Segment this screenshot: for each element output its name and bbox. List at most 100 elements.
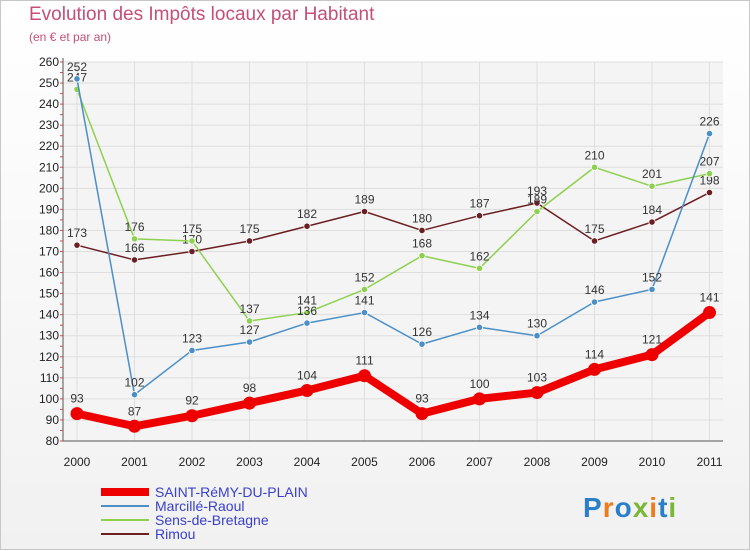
data-point-marcill-raoul — [360, 308, 369, 317]
x-tick-label: 2006 — [409, 455, 436, 469]
y-tick-label: 210 — [39, 160, 59, 174]
data-label-sens-de-bretagne: 201 — [642, 167, 662, 181]
data-label-sens-de-bretagne: 141 — [297, 294, 317, 308]
data-point-sens-de-bretagne — [648, 182, 656, 190]
logo-letter: t — [658, 492, 669, 523]
data-point-saint-r-my-du-plain — [128, 419, 141, 433]
data-point-saint-r-my-du-plain — [645, 348, 659, 362]
legend-label: Marcillé-Raoul — [155, 498, 244, 514]
data-label-marcill-raoul: 130 — [527, 317, 547, 331]
x-tick-label: 2011 — [697, 455, 723, 469]
data-label-rimou: 175 — [584, 222, 604, 236]
data-point-saint-r-my-du-plain — [703, 306, 716, 320]
chart-subtitle: (en € et par an) — [29, 30, 112, 44]
data-label-sens-de-bretagne: 207 — [699, 155, 719, 169]
data-label-sens-de-bretagne: 137 — [239, 302, 259, 316]
data-label-rimou: 182 — [297, 207, 317, 221]
data-point-rimou — [475, 212, 484, 220]
data-point-rimou — [360, 207, 369, 216]
logo-letter: i — [649, 492, 659, 523]
data-point-marcill-raoul — [590, 298, 599, 306]
data-point-rimou — [648, 218, 656, 226]
logo-letter: x — [632, 492, 650, 523]
data-point-marcill-raoul — [475, 323, 484, 331]
x-tick-label: 2003 — [236, 455, 263, 469]
data-point-sens-de-bretagne — [590, 163, 599, 171]
y-tick-label: 130 — [39, 329, 59, 343]
data-point-rimou — [705, 188, 714, 197]
y-tick-label: 200 — [39, 181, 59, 195]
data-label-rimou: 193 — [527, 184, 547, 198]
logo-letter: P — [583, 492, 603, 523]
y-tick-label: 90 — [46, 413, 60, 427]
data-point-marcill-raoul — [533, 332, 541, 340]
legend-label: Rimou — [155, 526, 195, 542]
data-label-marcill-raoul: 252 — [67, 60, 87, 74]
data-label-marcill-raoul: 102 — [124, 376, 144, 390]
data-point-rimou — [418, 226, 426, 235]
data-label-marcill-raoul: 127 — [239, 323, 259, 337]
logo-letter: r — [602, 492, 615, 523]
data-point-rimou — [303, 222, 311, 230]
data-point-marcill-raoul — [418, 340, 426, 348]
y-tick-label: 170 — [39, 245, 59, 259]
data-label-sens-de-bretagne: 175 — [182, 222, 202, 236]
logo-letter: o — [614, 492, 633, 523]
series-line-rimou — [76, 191, 711, 261]
y-tick-label: 250 — [39, 76, 59, 90]
data-point-sens-de-bretagne — [418, 252, 426, 260]
data-label-marcill-raoul: 134 — [469, 308, 489, 322]
x-tick-label: 2001 — [121, 455, 148, 469]
data-point-saint-r-my-du-plain — [358, 369, 371, 383]
y-tick-label: 260 — [39, 55, 59, 69]
data-label-saint-r-my-du-plain: 103 — [527, 371, 547, 385]
data-label-rimou: 175 — [239, 222, 259, 236]
y-tick-label: 230 — [39, 118, 59, 132]
chart-title: Evolution des Impôts locaux par Habitant — [29, 4, 375, 25]
data-label-rimou: 173 — [67, 226, 87, 240]
data-point-marcill-raoul — [188, 346, 196, 355]
data-point-sens-de-bretagne — [475, 264, 484, 272]
y-tick-label: 110 — [40, 371, 59, 385]
y-tick-label: 80 — [46, 434, 60, 448]
data-point-marcill-raoul — [130, 391, 139, 399]
data-point-rimou — [130, 256, 139, 264]
data-label-sens-de-bretagne: 210 — [584, 148, 604, 162]
data-point-marcill-raoul — [648, 285, 656, 293]
data-label-sens-de-bretagne: 152 — [354, 270, 374, 284]
data-point-rimou — [533, 199, 541, 207]
y-tick-label: 140 — [39, 308, 59, 322]
data-point-sens-de-bretagne — [360, 285, 369, 293]
data-label-rimou: 189 — [354, 192, 374, 206]
proxiti-logo: Proxiti — [583, 492, 677, 524]
data-point-sens-de-bretagne — [130, 235, 139, 243]
data-label-sens-de-bretagne: 176 — [124, 220, 144, 234]
data-point-rimou — [590, 237, 599, 245]
data-label-marcill-raoul: 152 — [642, 270, 662, 284]
data-label-saint-r-my-du-plain: 93 — [70, 392, 84, 406]
data-point-sens-de-bretagne — [245, 317, 254, 325]
data-point-rimou — [245, 237, 254, 245]
x-tick-label: 2009 — [581, 455, 608, 469]
data-label-saint-r-my-du-plain: 100 — [469, 377, 489, 391]
legend-label: Sens-de-Bretagne — [155, 512, 269, 528]
data-label-saint-r-my-du-plain: 98 — [243, 381, 257, 395]
data-label-sens-de-bretagne: 162 — [469, 249, 489, 263]
data-point-marcill-raoul — [245, 338, 254, 346]
data-label-saint-r-my-du-plain: 92 — [185, 394, 199, 408]
data-label-marcill-raoul: 136 — [297, 304, 317, 318]
data-point-marcill-raoul — [303, 319, 311, 327]
data-point-marcill-raoul — [73, 75, 81, 83]
series-line-sens-de-bretagne — [76, 88, 711, 322]
y-tick-label: 150 — [39, 287, 59, 301]
data-label-rimou: 198 — [699, 174, 719, 188]
x-tick-label: 2008 — [524, 455, 551, 469]
data-point-rimou — [188, 247, 196, 256]
y-tick-label: 190 — [39, 202, 59, 216]
series-line-saint-r-my-du-plain — [73, 308, 714, 431]
data-point-saint-r-my-du-plain — [243, 396, 256, 410]
y-tick-label: 180 — [39, 223, 59, 237]
data-label-rimou: 184 — [642, 203, 662, 217]
